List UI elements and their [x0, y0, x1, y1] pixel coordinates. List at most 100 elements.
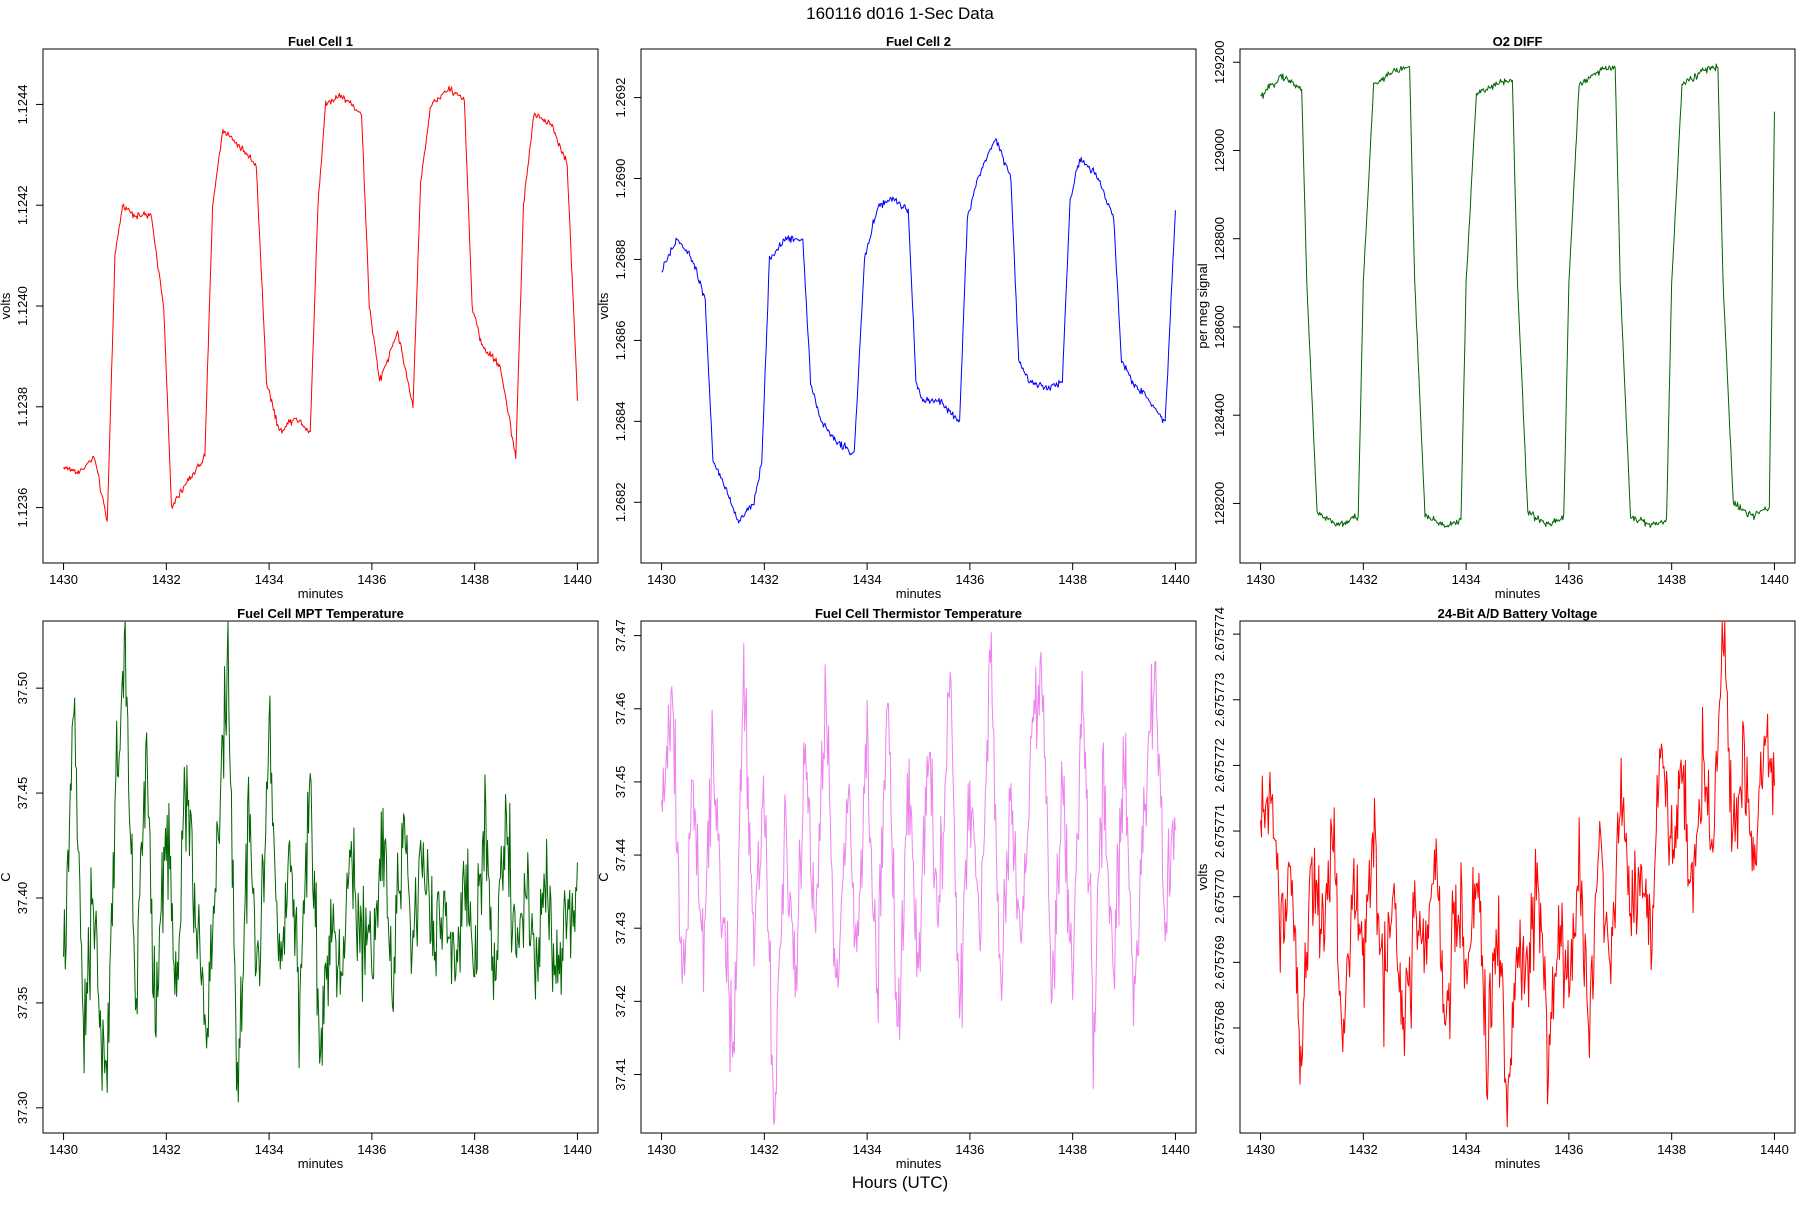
y-tick-label: 1.2692 — [613, 78, 628, 118]
panel-fuel-cell-2: Fuel Cell 2 1430 1432 1434 1436 1438 1440 minut… — [596, 34, 1197, 601]
y-tick-label: 1.1236 — [15, 488, 30, 528]
y-tick-label: 1.1240 — [15, 286, 30, 326]
x-tick-label: 1432 — [750, 572, 779, 587]
x-tick-label: 1438 — [1657, 1142, 1686, 1157]
y-tick-label: 2.675773 — [1212, 673, 1227, 727]
y-tick-label: 1.2682 — [613, 482, 628, 522]
x-tick-label: 1434 — [255, 1142, 284, 1157]
x-tick-label: 1432 — [750, 1142, 779, 1157]
y-tick-label: 1.2686 — [613, 321, 628, 361]
x-tick-label: 1438 — [460, 572, 489, 587]
y-tick-label: 37.45 — [613, 766, 628, 799]
figure-xlabel: Hours (UTC) — [852, 1173, 948, 1192]
panel-fuel-cell-thermistor-temperature: Fuel Cell Thermistor Temperature 1430 1432… — [596, 606, 1197, 1171]
x-tick-label: 1438 — [1058, 572, 1087, 587]
panel-24-bit-a-d-battery-voltage: 24-Bit A/D Battery Voltage 1430 1432 1434 14… — [1195, 606, 1796, 1171]
y-tick-label: 1.2688 — [613, 240, 628, 280]
x-tick-label: 1432 — [1349, 572, 1378, 587]
y-tick-label: 37.45 — [15, 777, 30, 810]
y-tick-label: 2.675771 — [1212, 804, 1227, 858]
x-tick-label: 1432 — [1349, 1142, 1378, 1157]
y-tick-label: 37.41 — [613, 1058, 628, 1091]
panel-title: 24-Bit A/D Battery Voltage — [1438, 606, 1598, 621]
plot-frame — [42, 48, 599, 564]
x-tick-label: 1440 — [1760, 572, 1789, 587]
x-tick-label: 1430 — [1246, 1142, 1275, 1157]
y-tick-label: 1.2690 — [613, 159, 628, 199]
panel-fuel-cell-1: Fuel Cell 1 1430 1432 1434 1436 1438 1440 minut… — [0, 34, 599, 601]
x-tick-label: 1430 — [1246, 572, 1275, 587]
x-tick-label: 1434 — [853, 1142, 882, 1157]
plot-frame — [1239, 620, 1796, 1134]
y-tick-label: 37.42 — [613, 985, 628, 1018]
x-tick-label: 1432 — [152, 572, 181, 587]
y-tick-label: 129200 — [1212, 41, 1227, 84]
x-tick-label: 1430 — [647, 1142, 676, 1157]
x-tick-label: 1434 — [853, 572, 882, 587]
series-line-battery-voltage — [1260, 620, 1775, 1128]
y-axis-label: volts — [0, 292, 13, 319]
series-line-o2-diff — [1260, 63, 1775, 528]
y-tick-label: 2.675769 — [1212, 935, 1227, 989]
x-tick-label: 1432 — [152, 1142, 181, 1157]
y-tick-label: 37.44 — [613, 839, 628, 872]
panel-fuel-cell-mpt-temperature: Fuel Cell MPT Temperature 1430 1432 1434 143… — [0, 606, 599, 1171]
y-tick-label: 1.2684 — [613, 401, 628, 441]
y-axis-label: volts — [1195, 863, 1210, 890]
x-axis-label: minutes — [1495, 1156, 1541, 1171]
y-tick-label: 2.675770 — [1212, 870, 1227, 924]
x-tick-label: 1436 — [1554, 572, 1583, 587]
y-tick-label: 128200 — [1212, 482, 1227, 525]
y-tick-label: 37.35 — [15, 987, 30, 1020]
panel-title: Fuel Cell MPT Temperature — [237, 606, 404, 621]
y-tick-label: 2.675772 — [1212, 738, 1227, 792]
x-axis-label: minutes — [298, 1156, 344, 1171]
series-line-fuel-cell-1 — [63, 85, 578, 522]
x-tick-label: 1438 — [1058, 1142, 1087, 1157]
y-tick-label: 37.30 — [15, 1092, 30, 1125]
x-tick-label: 1434 — [1452, 1142, 1481, 1157]
panel-title: Fuel Cell 2 — [886, 34, 951, 49]
series-line-thermistor-temperature — [661, 632, 1176, 1125]
x-axis-label: minutes — [896, 1156, 942, 1171]
y-tick-label: 128800 — [1212, 217, 1227, 260]
x-tick-label: 1438 — [460, 1142, 489, 1157]
y-axis-label: volts — [596, 292, 611, 319]
y-tick-label: 1.1242 — [15, 185, 30, 225]
y-tick-label: 37.43 — [613, 912, 628, 945]
x-tick-label: 1436 — [357, 572, 386, 587]
x-axis-label: minutes — [896, 586, 942, 601]
y-tick-label: 129000 — [1212, 129, 1227, 172]
panel-title: Fuel Cell 1 — [288, 34, 353, 49]
plot-frame — [640, 620, 1197, 1134]
x-tick-label: 1436 — [1554, 1142, 1583, 1157]
y-tick-label: 1.1244 — [15, 85, 30, 125]
y-tick-label: 37.40 — [15, 882, 30, 915]
x-tick-label: 1434 — [255, 572, 284, 587]
x-tick-label: 1440 — [1760, 1142, 1789, 1157]
x-axis-label: minutes — [298, 586, 344, 601]
x-tick-label: 1430 — [49, 1142, 78, 1157]
panel-title: O2 DIFF — [1493, 34, 1543, 49]
plot-frame — [1239, 48, 1796, 564]
x-tick-label: 1440 — [563, 572, 592, 587]
panel-title: Fuel Cell Thermistor Temperature — [815, 606, 1022, 621]
x-tick-label: 1430 — [49, 572, 78, 587]
y-tick-label: 1.1238 — [15, 387, 30, 427]
x-tick-label: 1438 — [1657, 572, 1686, 587]
x-tick-label: 1434 — [1452, 572, 1481, 587]
x-tick-label: 1436 — [955, 572, 984, 587]
y-tick-label: 2.675768 — [1212, 1001, 1227, 1055]
y-axis-label: C — [0, 872, 13, 881]
x-tick-label: 1440 — [1161, 572, 1190, 587]
y-tick-label: 128400 — [1212, 394, 1227, 437]
y-tick-label: 37.50 — [15, 672, 30, 705]
panel-o2-diff: O2 DIFF 1430 1432 1434 1436 1438 1440 minutes 12… — [1195, 34, 1796, 601]
figure-title: 160116 d016 1-Sec Data — [806, 4, 994, 23]
y-tick-label: 2.675774 — [1212, 607, 1227, 661]
x-axis-label: minutes — [1495, 586, 1541, 601]
y-axis-label: per meg signal — [1195, 263, 1210, 348]
y-tick-label: 37.47 — [613, 619, 628, 652]
